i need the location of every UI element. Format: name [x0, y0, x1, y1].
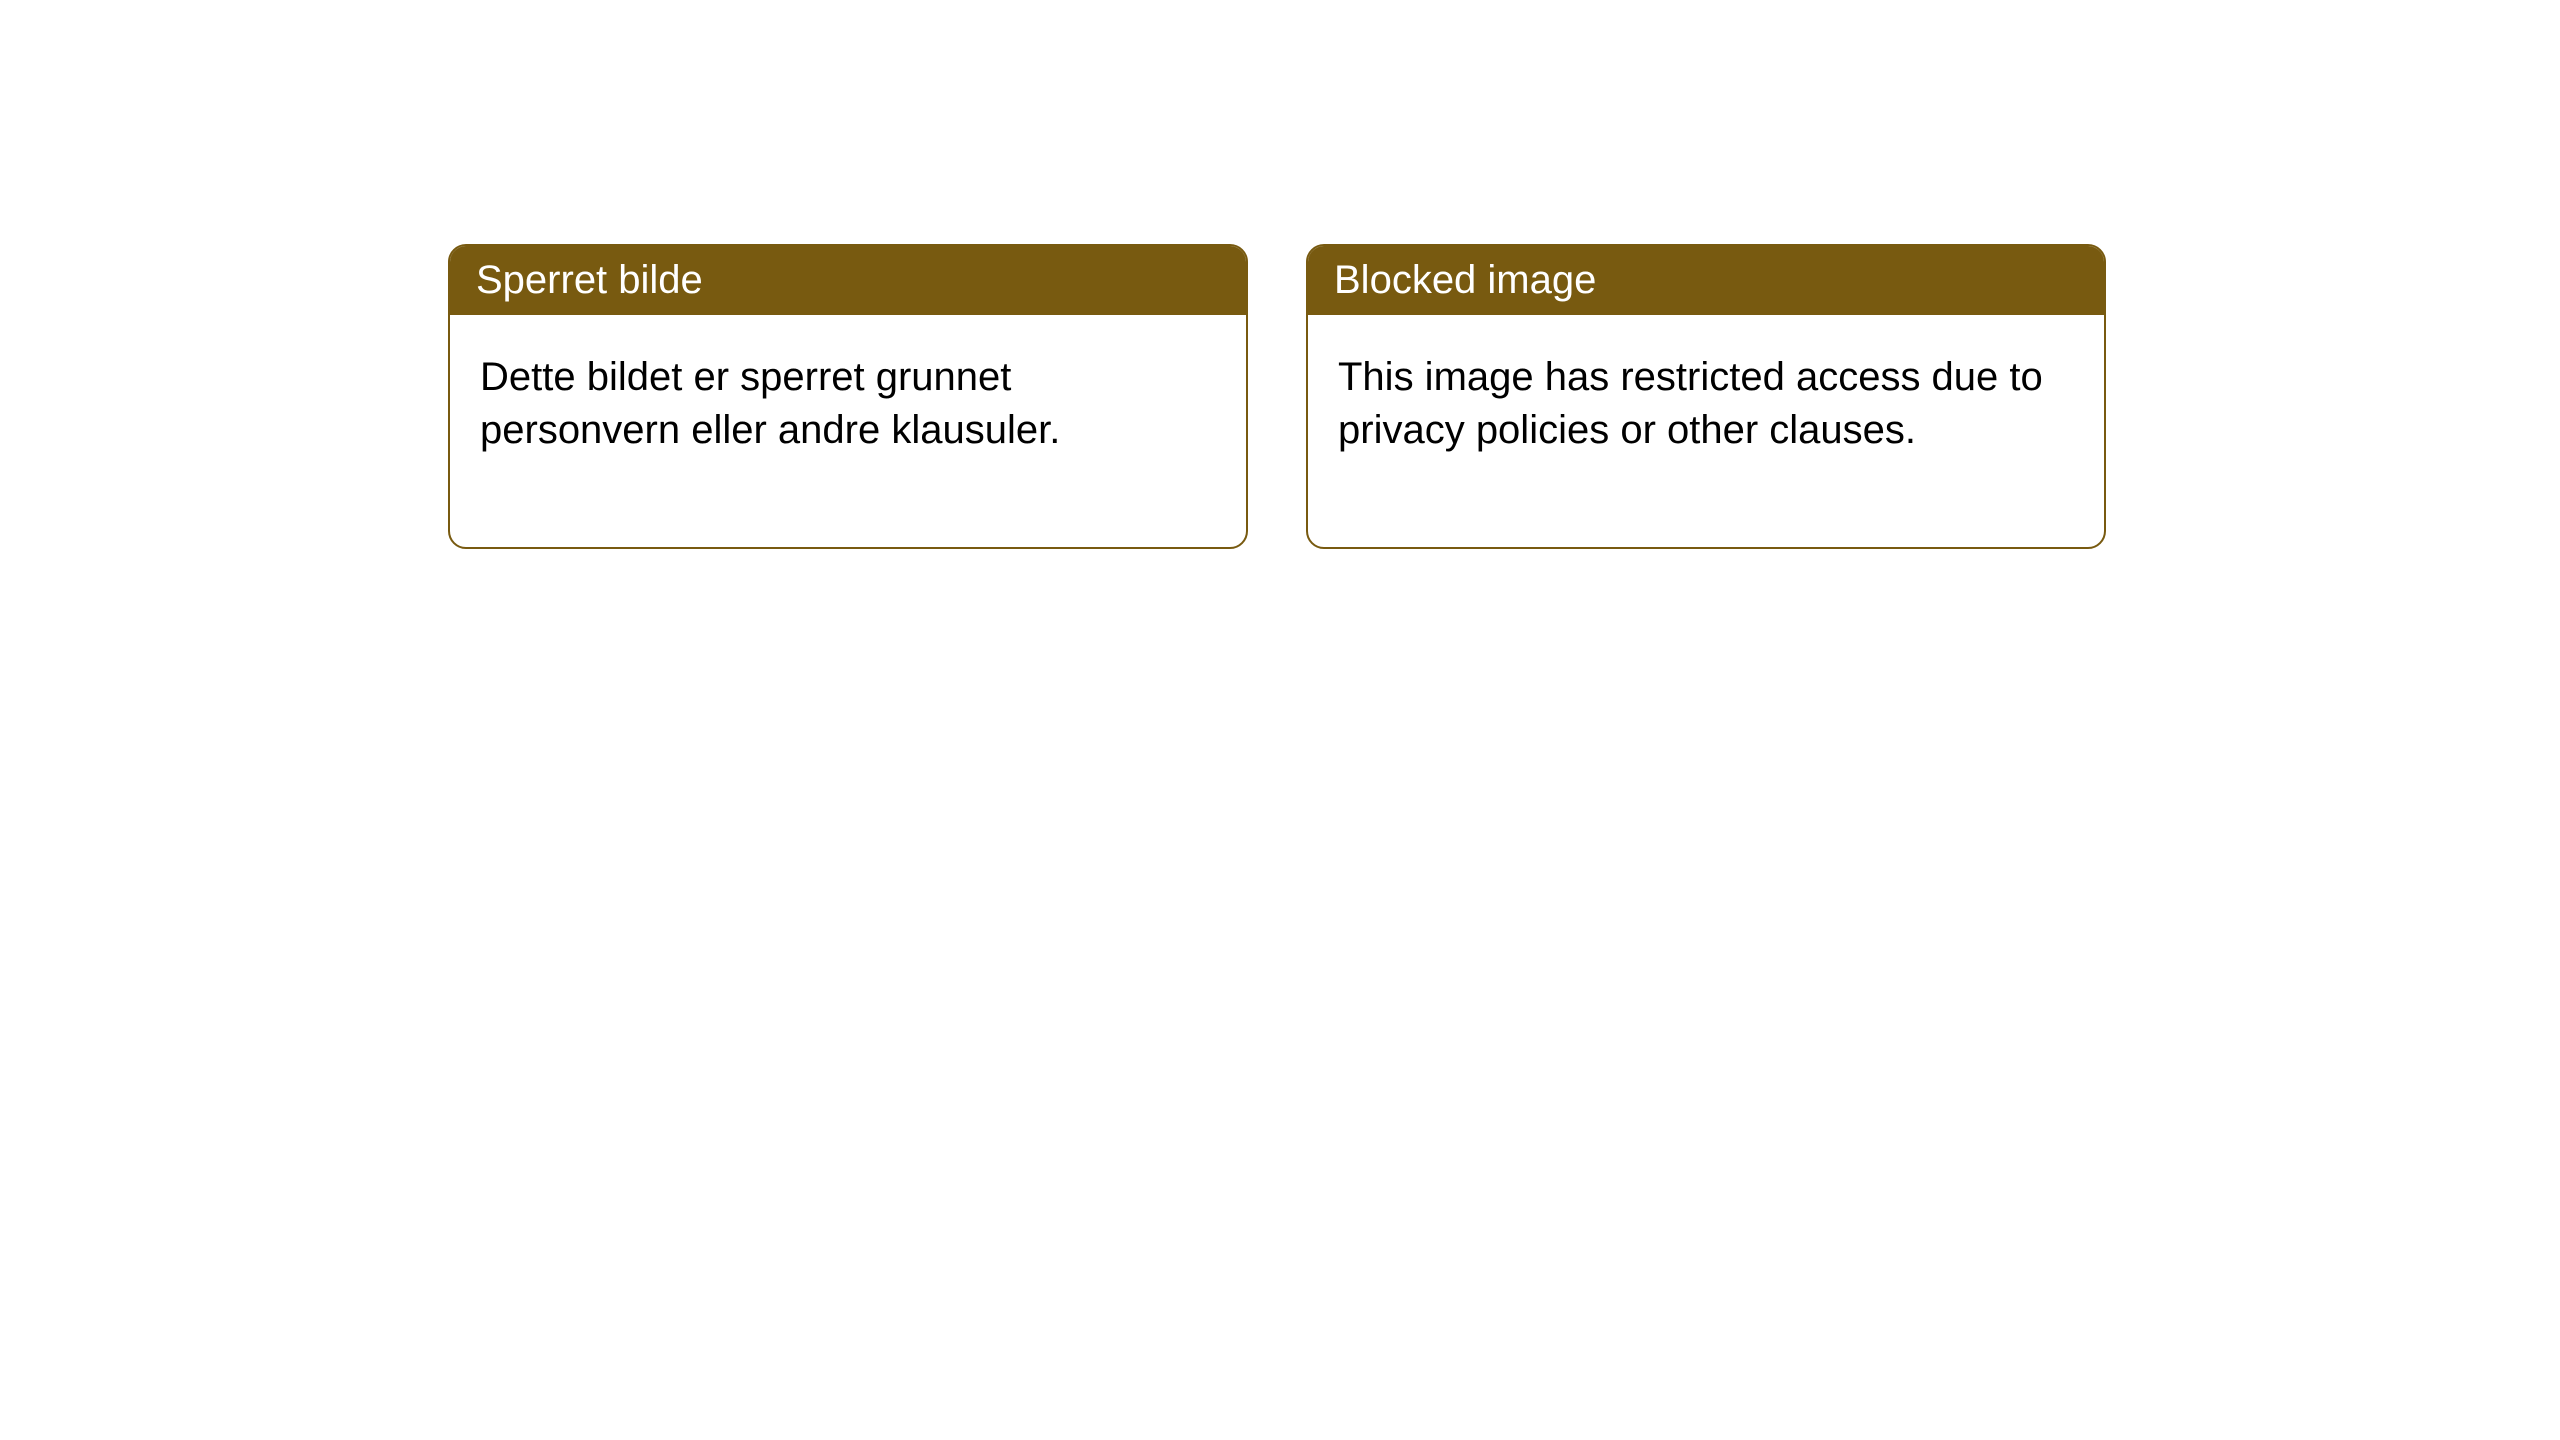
card-body-text: This image has restricted access due to … [1338, 355, 2043, 452]
card-title: Sperret bilde [476, 258, 703, 302]
card-body: This image has restricted access due to … [1308, 315, 2104, 547]
card-header: Blocked image [1308, 246, 2104, 315]
card-body-text: Dette bildet er sperret grunnet personve… [480, 355, 1060, 452]
notice-card-norwegian: Sperret bilde Dette bildet er sperret gr… [448, 244, 1248, 549]
card-title: Blocked image [1334, 258, 1596, 302]
card-header: Sperret bilde [450, 246, 1246, 315]
notice-card-english: Blocked image This image has restricted … [1306, 244, 2106, 549]
card-body: Dette bildet er sperret grunnet personve… [450, 315, 1246, 547]
notice-cards-container: Sperret bilde Dette bildet er sperret gr… [448, 244, 2106, 549]
